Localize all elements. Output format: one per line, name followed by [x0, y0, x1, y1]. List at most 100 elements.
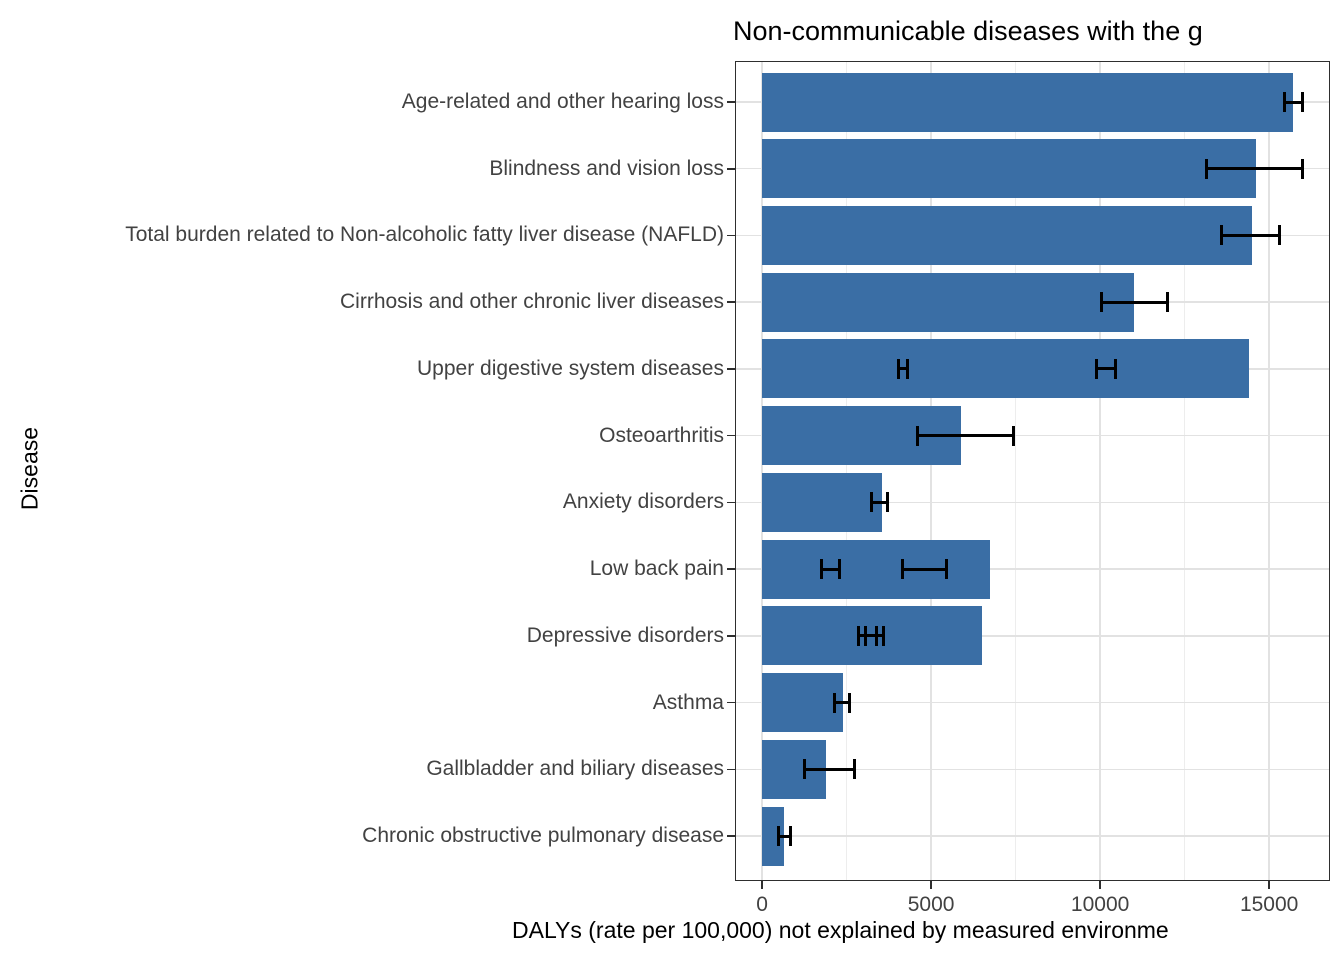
y-axis-label: Upper digestive system diseases — [417, 356, 724, 380]
error-bar-line — [1221, 233, 1280, 237]
error-bar-cap — [897, 358, 901, 379]
y-tick-mark — [727, 434, 735, 437]
gridline-major — [930, 61, 932, 881]
bar — [762, 72, 1293, 132]
error-bar-line — [778, 834, 791, 838]
gridline-major — [1268, 61, 1270, 881]
y-tick-mark — [727, 501, 735, 504]
y-tick-mark — [727, 101, 735, 103]
error-bar-cap — [848, 692, 852, 713]
y-axis-label: Gallbladder and biliary diseases — [426, 757, 724, 781]
x-tick-mark — [1268, 881, 1270, 889]
bar — [762, 205, 1253, 265]
error-bar-line — [1101, 300, 1168, 304]
error-bar-line — [821, 567, 840, 571]
bar — [762, 806, 784, 866]
error-bar-cap — [1113, 358, 1117, 379]
y-axis-label: Asthma — [652, 690, 724, 714]
error-bar-cap — [1166, 292, 1170, 313]
y-axis-label: Anxiety disorders — [562, 490, 724, 514]
y-tick-mark — [727, 635, 735, 637]
error-bar-cap — [853, 759, 857, 780]
error-bar-line — [902, 567, 947, 571]
error-bar-cap — [838, 559, 842, 580]
error-bar-cap — [1011, 425, 1015, 446]
y-tick-mark — [727, 234, 735, 237]
x-axis-title: DALYs (rate per 100,000) not explained b… — [512, 917, 1169, 943]
y-tick-mark — [727, 768, 735, 771]
error-bar-cap — [856, 625, 860, 646]
gridline-category — [735, 635, 1330, 637]
gridline-category — [735, 768, 1330, 771]
y-axis-label: Blindness and vision loss — [489, 156, 724, 180]
bar — [762, 272, 1134, 332]
y-axis-label: Cirrhosis and other chronic liver diseas… — [340, 290, 724, 314]
chart-title: Non-communicable diseases with the g — [733, 16, 1203, 46]
error-bar-cap — [1100, 292, 1104, 313]
error-bar-cap — [1205, 158, 1209, 179]
error-bar-cap — [1277, 225, 1281, 246]
y-tick-mark — [727, 167, 735, 170]
error-bar-cap — [900, 559, 904, 580]
x-axis-tick-label: 5000 — [907, 893, 955, 916]
error-bar-cap — [905, 358, 909, 379]
y-tick-mark — [727, 701, 735, 704]
gridline-major — [1099, 61, 1101, 881]
error-bar-cap — [1095, 358, 1099, 379]
y-axis-label: Age-related and other hearing loss — [401, 90, 724, 113]
x-tick-mark — [930, 881, 932, 889]
y-axis-label: Total burden related to Non-alcoholic fa… — [125, 223, 724, 247]
error-bar-cap — [819, 559, 823, 580]
y-tick-mark — [727, 568, 735, 570]
error-bar-cap — [863, 625, 867, 646]
error-bar-line — [1284, 100, 1303, 104]
gridline-major — [761, 61, 763, 881]
error-bar-line — [917, 434, 1014, 438]
bar — [762, 339, 1249, 399]
x-axis-tick-label: 0 — [756, 893, 768, 916]
y-axis-label: Depressive disorders — [526, 623, 724, 647]
error-bar-cap — [885, 492, 889, 513]
error-bar-cap — [1282, 92, 1286, 112]
error-bar-line — [1206, 167, 1303, 171]
y-axis-label: Low back pain — [589, 557, 724, 581]
error-bar-cap — [882, 625, 886, 646]
gridline-category — [735, 835, 1330, 837]
bar — [762, 139, 1256, 199]
error-bar-cap — [944, 559, 948, 580]
error-bar-line — [834, 701, 850, 705]
x-tick-mark — [761, 881, 763, 889]
gridline-minor — [1015, 61, 1017, 881]
bar — [762, 673, 844, 733]
error-bar-cap — [788, 826, 792, 847]
y-tick-mark — [727, 368, 735, 370]
error-bar-line — [804, 767, 855, 771]
y-tick-mark — [727, 301, 735, 303]
y-axis-label: Osteoarthritis — [599, 423, 724, 447]
error-bar-cap — [916, 425, 920, 446]
gridline-category — [735, 434, 1330, 437]
gridline-category — [735, 501, 1330, 504]
error-bar-cap — [803, 759, 807, 780]
gridline-minor — [846, 61, 848, 881]
error-bar-cap — [1220, 225, 1224, 246]
x-axis-tick-label: 15000 — [1239, 893, 1299, 916]
y-axis-label: Chronic obstructive pulmonary disease — [362, 824, 724, 848]
x-tick-mark — [1099, 881, 1101, 889]
gridline-category — [735, 568, 1330, 570]
error-bar-cap — [870, 492, 874, 513]
gridline-minor — [1184, 61, 1186, 881]
error-bar-line — [871, 500, 888, 504]
error-bar-cap — [1301, 92, 1305, 112]
y-tick-mark — [727, 835, 735, 837]
gridline-category — [735, 701, 1330, 704]
error-bar-line — [1096, 367, 1116, 371]
bar — [762, 472, 883, 532]
error-bar-cap — [833, 692, 837, 713]
error-bar-line — [865, 634, 884, 638]
bar — [762, 539, 991, 599]
error-bar-cap — [777, 826, 781, 847]
x-axis-tick-label: 10000 — [1070, 893, 1130, 916]
error-bar-cap — [1301, 158, 1305, 179]
